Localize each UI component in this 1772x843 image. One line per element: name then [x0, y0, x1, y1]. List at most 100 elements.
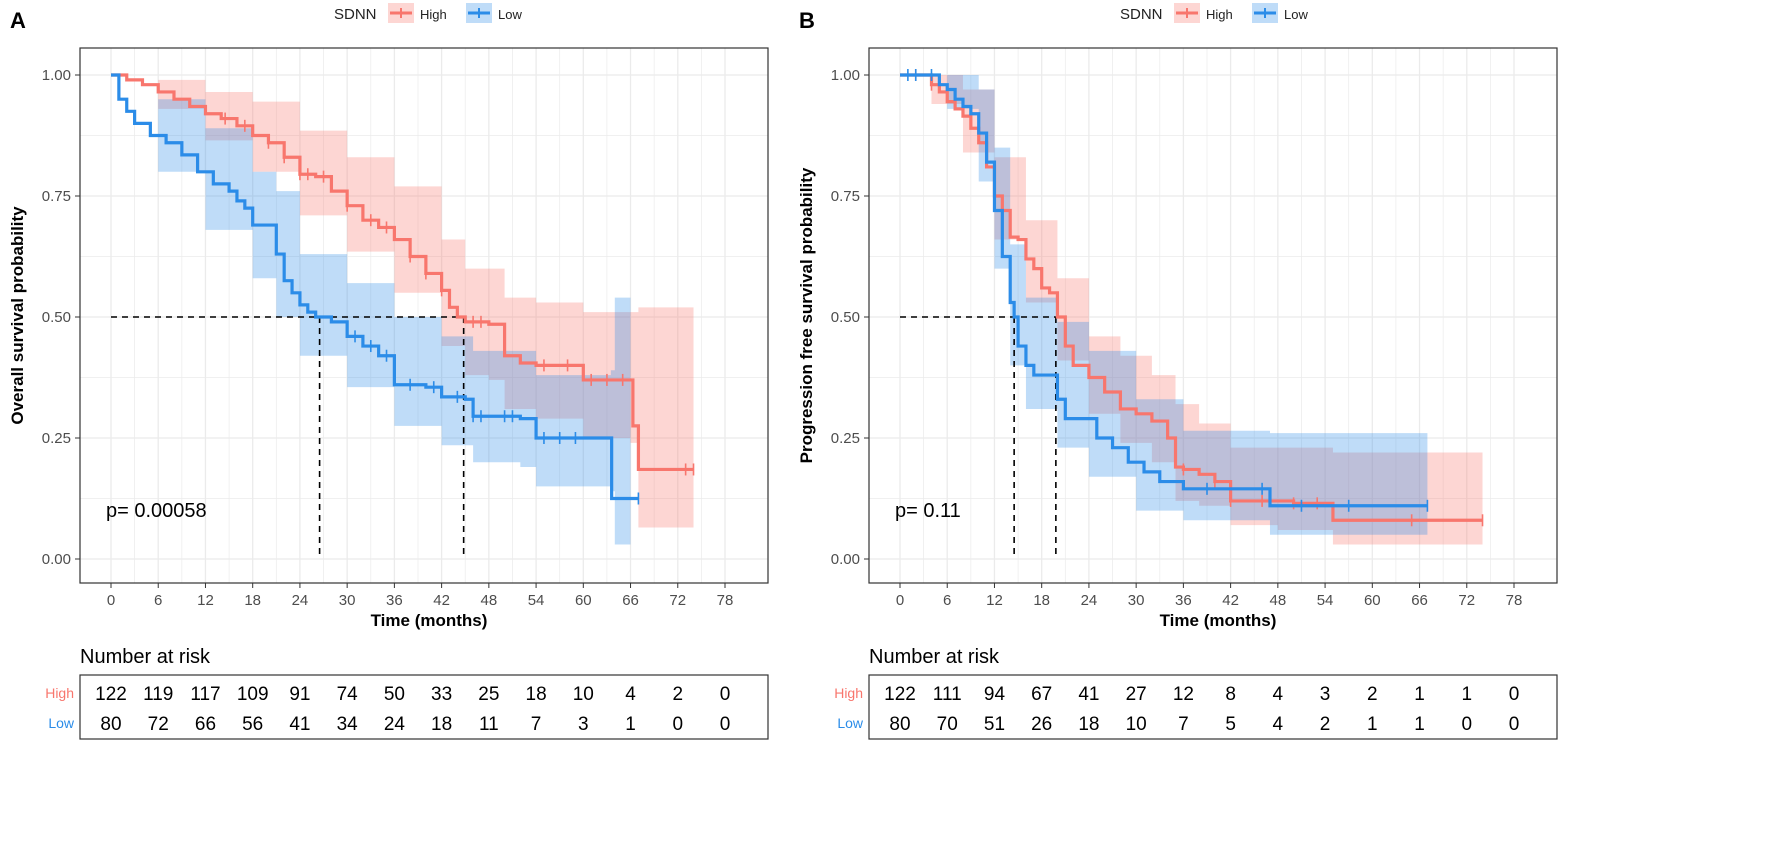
risk-cell: 0	[720, 684, 731, 705]
plot-area	[80, 48, 768, 583]
risk-cell: 3	[1320, 684, 1331, 705]
risk-row-label-high: High	[45, 685, 74, 701]
risk-cell: 33	[431, 684, 452, 705]
risk-cell: 0	[720, 714, 731, 735]
x-tick-label: 24	[292, 592, 309, 609]
legend-label-high: High	[420, 7, 447, 22]
risk-cell: 27	[1126, 684, 1147, 705]
risk-cell: 51	[984, 714, 1005, 735]
risk-cell: 11	[479, 714, 499, 735]
x-tick-label: 48	[481, 592, 498, 609]
plot-border	[868, 47, 1558, 584]
x-tick-label: 18	[1033, 592, 1050, 609]
risk-cell: 26	[1031, 714, 1052, 735]
risk-cell: 25	[478, 684, 499, 705]
y-tick-label: 0.75	[831, 188, 860, 205]
x-tick-label: 24	[1081, 592, 1098, 609]
plot-border	[79, 47, 769, 584]
risk-cell: 12	[1173, 684, 1194, 705]
risk-cell: 34	[337, 714, 359, 735]
risk-cell: 41	[1078, 684, 1099, 705]
risk-cell: 4	[1273, 684, 1284, 705]
legend-title: SDNN	[1120, 6, 1163, 23]
x-tick-label: 12	[197, 592, 214, 609]
plot-area	[869, 48, 1557, 583]
x-tick-label: 6	[154, 592, 162, 609]
risk-cell: 2	[1320, 714, 1331, 735]
p-value: p= 0.11	[895, 500, 961, 522]
x-tick-label: 72	[669, 592, 686, 609]
x-tick-label: 12	[986, 592, 1003, 609]
risk-cell: 4	[1273, 714, 1284, 735]
p-value: p= 0.00058	[106, 500, 207, 522]
risk-cell: 2	[1367, 684, 1378, 705]
legend-label-low: Low	[1284, 7, 1308, 22]
risk-cell: 0	[1509, 684, 1520, 705]
x-tick-label: 42	[433, 592, 450, 609]
risk-cell: 2	[672, 684, 683, 705]
survival-curve-low	[900, 73, 1428, 508]
risk-cell: 67	[1031, 684, 1052, 705]
x-tick-label: 60	[1364, 592, 1381, 609]
x-tick-label: 18	[244, 592, 261, 609]
risk-cell: 1	[1414, 714, 1425, 735]
x-tick-label: 30	[1128, 592, 1145, 609]
y-tick-label: 0.00	[42, 551, 71, 568]
x-tick-label: 54	[528, 592, 545, 609]
y-tick-label: 0.25	[42, 430, 71, 447]
risk-cell: 0	[1461, 714, 1472, 735]
risk-cell: 18	[1078, 714, 1099, 735]
x-tick-label: 36	[1175, 592, 1192, 609]
grid	[80, 48, 768, 583]
survival-curve-low	[111, 73, 639, 501]
y-tick-label: 0.50	[42, 309, 71, 326]
grid	[869, 48, 1557, 583]
risk-cell: 117	[190, 684, 220, 705]
y-tick-label: 0.25	[831, 430, 860, 447]
y-tick-label: 1.00	[42, 67, 71, 84]
risk-row-label-high: High	[834, 685, 863, 701]
risk-cell: 8	[1225, 684, 1236, 705]
risk-cell: 74	[337, 684, 359, 705]
risk-cell: 119	[143, 684, 173, 705]
risk-cell: 4	[625, 684, 636, 705]
risk-cell: 41	[289, 714, 310, 735]
y-axis-title: Progression free survival probability	[797, 167, 816, 463]
risk-cell: 109	[237, 684, 269, 705]
ci-band-high	[900, 75, 1483, 545]
x-tick-label: 60	[575, 592, 592, 609]
risk-cell: 80	[889, 714, 910, 735]
risk-cell: 70	[937, 714, 958, 735]
risk-cell: 80	[100, 714, 121, 735]
risk-cell: 3	[578, 714, 589, 735]
x-tick-label: 48	[1270, 592, 1287, 609]
x-tick-label: 66	[1411, 592, 1428, 609]
ci-band-low	[111, 75, 631, 545]
legend: SDNN High Low	[334, 3, 522, 23]
risk-cell: 1	[1461, 684, 1472, 705]
risk-cell: 0	[672, 714, 683, 735]
risk-cell: 50	[384, 684, 405, 705]
x-tick-label: 42	[1222, 592, 1239, 609]
x-tick-label: 78	[717, 592, 734, 609]
panel-label: B	[799, 8, 815, 33]
risk-table-box	[868, 674, 1558, 740]
risk-cell: 0	[1509, 714, 1520, 735]
risk-cell: 5	[1225, 714, 1236, 735]
risk-table-box	[79, 674, 769, 740]
median-lines	[111, 316, 465, 559]
x-tick-label: 72	[1458, 592, 1475, 609]
median-lines	[900, 316, 1057, 559]
risk-cell: 18	[526, 684, 547, 705]
risk-cell: 24	[384, 714, 406, 735]
x-tick-label: 30	[339, 592, 356, 609]
risk-cell: 56	[242, 714, 263, 735]
panel-label: A	[10, 8, 26, 33]
y-tick-label: 1.00	[831, 67, 860, 84]
legend-title: SDNN	[334, 6, 377, 23]
